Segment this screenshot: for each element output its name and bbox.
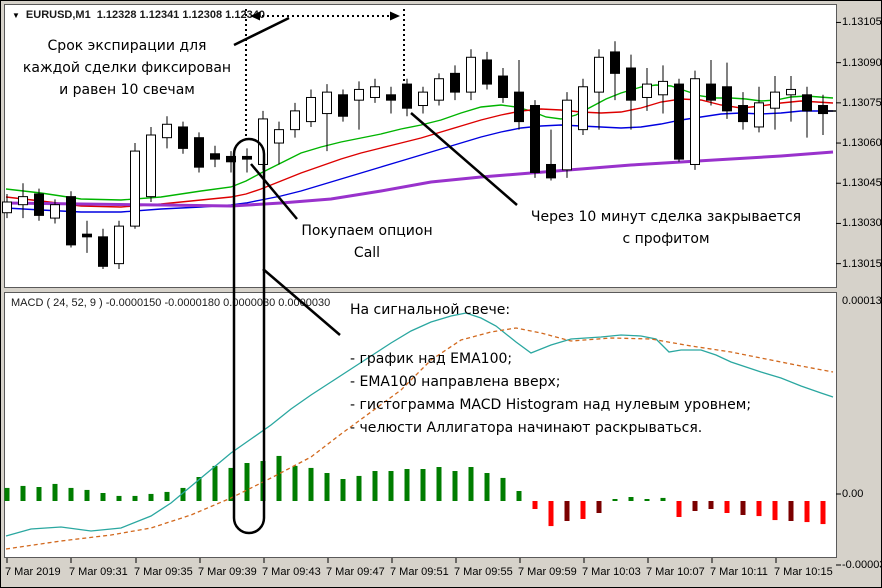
price-axis-label: 1.13015: [842, 257, 882, 270]
annotation-close-profit: Через 10 минут сделка закрывается с проф…: [530, 209, 802, 247]
price-axis-label: 1.13045: [842, 177, 882, 190]
price-axis-label: 1.13105: [842, 16, 882, 29]
price-axis-label: 1.13060: [842, 137, 882, 150]
annotation-signal-title: На сигнальной свече:: [350, 302, 511, 318]
time-axis-label: 7 Mar 10:15: [774, 566, 833, 578]
annotation-signal-conditions: - график над EMA100; - EMA100 направлена…: [350, 351, 752, 436]
chart-window-title: ▼ EURUSD,M1 1.12328 1.12341 1.12308 1.12…: [12, 9, 265, 21]
time-axis-label: 7 Mar 09:51: [390, 566, 449, 578]
price-axis-label: 1.13090: [842, 56, 882, 69]
time-axis[interactable]: 7 Mar 2019 7 Mar 09:31 7 Mar 09:35 7 Mar 09…: [1, 564, 881, 584]
price-axis-label: 1.13030: [842, 217, 882, 230]
chart-ohlc-values: 1.12328 1.12341 1.12308 1.12340: [96, 9, 265, 21]
price-axis[interactable]: 1.13105 1.13090 1.13075 1.13060 1.13045 1.130…: [839, 1, 882, 289]
time-axis-label: 7 Mar 09:47: [326, 566, 385, 578]
time-axis-label: 7 Mar 2019: [5, 566, 61, 578]
macd-axis-label: -0.000037: [842, 559, 881, 571]
chart-symbol-label: EURUSD,M1: [25, 9, 91, 21]
time-axis-label: 7 Mar 10:07: [646, 566, 705, 578]
time-axis-label: 7 Mar 09:39: [198, 566, 257, 578]
macd-axis-label: 0.00: [842, 488, 864, 500]
macd-axis-label: 0.0001312: [842, 295, 882, 307]
annotation-buy-call: Покупаем опцион Call: [301, 223, 433, 261]
macd-axis: 0.0001312 0.00 -0.000037: [839, 289, 882, 579]
time-axis-label: 7 Mar 09:43: [262, 566, 321, 578]
time-axis-label: 7 Mar 09:55: [454, 566, 513, 578]
macd-header: MACD ( 24, 52, 9 ) -0.0000150 -0.0000180…: [11, 297, 331, 309]
price-axis-label: 1.13075: [842, 96, 882, 109]
time-axis-label: 7 Mar 09:59: [518, 566, 577, 578]
time-axis-label: 7 Mar 09:35: [134, 566, 193, 578]
annotation-expiry-note: Срок экспирации для каждой сделки фиксир…: [22, 38, 232, 98]
time-axis-label: 7 Mar 10:03: [582, 566, 641, 578]
time-axis-label: 7 Mar 10:11: [710, 566, 768, 578]
time-axis-label: 7 Mar 09:31: [69, 566, 128, 578]
symbol-dropdown-icon[interactable]: ▼: [12, 10, 20, 20]
